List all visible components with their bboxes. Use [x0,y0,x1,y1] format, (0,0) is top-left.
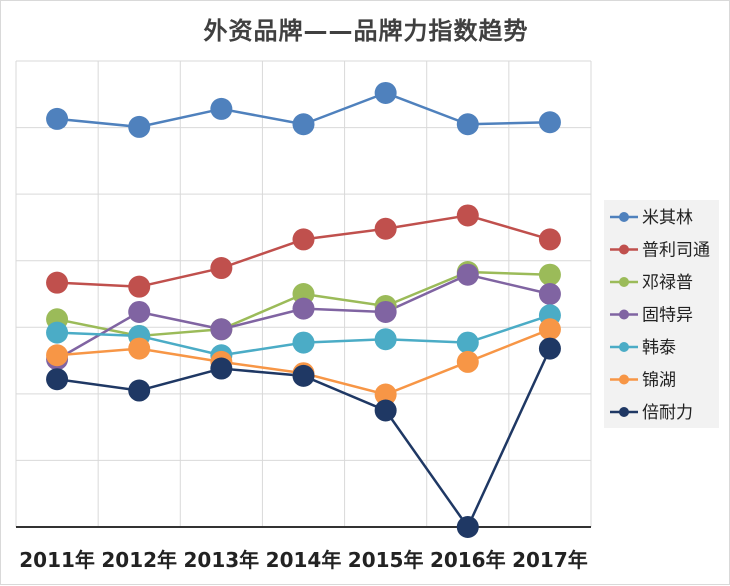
data-point [456,331,479,354]
data-point [456,263,479,286]
data-point [374,383,397,406]
data-point [210,357,233,380]
data-point [210,97,233,120]
data-point [292,364,315,387]
data-point [374,399,397,422]
data-point [538,111,561,134]
data-point [292,331,315,354]
legend-marker [619,374,629,385]
data-point [46,344,69,367]
legend-label: 倍耐力 [642,403,693,423]
x-tick-label: 2013年 [184,548,260,572]
data-point [374,81,397,104]
x-tick-label: 2016年 [430,548,506,572]
x-tick-label: 2011年 [19,548,95,572]
x-tick-label: 2015年 [348,548,424,572]
data-point [292,113,315,136]
legend-marker [619,244,629,255]
legend-marker [619,277,629,287]
data-point [292,297,315,320]
data-point [538,228,561,251]
x-tick-label: 2017年 [512,548,588,572]
data-point [456,204,479,227]
data-point [456,350,479,373]
data-point [456,516,479,538]
data-point [538,263,561,286]
data-point [210,257,233,280]
data-point [456,113,479,136]
legend-label: 锦湖 [642,371,676,391]
data-point [374,300,397,323]
data-point [46,321,69,344]
legend-marker [619,212,629,222]
legend-marker [619,309,629,320]
data-point [46,271,69,294]
data-point [46,107,69,130]
data-point [374,217,397,240]
data-point [374,328,397,351]
data-point [210,318,233,341]
legend-label: 邓禄普 [642,273,693,293]
data-point [538,337,561,360]
legend-label: 固特异 [642,306,693,326]
legend-label: 韩泰 [642,338,676,358]
data-point [128,300,151,323]
data-point [128,275,151,298]
data-point [292,228,315,251]
x-tick-label: 2012年 [101,548,177,572]
data-point [128,115,151,138]
data-point [538,318,561,341]
legend-marker [619,407,629,417]
x-tick-label: 2014年 [266,548,342,572]
legend-marker [619,342,629,352]
legend-label: 米其林 [642,208,693,228]
data-point [128,379,151,402]
data-point [538,283,561,305]
legend-label: 普利司通 [642,241,710,261]
data-point [128,337,151,360]
data-point [46,368,69,391]
chart-title: 外资品牌——品牌力指数趋势 [203,17,529,45]
